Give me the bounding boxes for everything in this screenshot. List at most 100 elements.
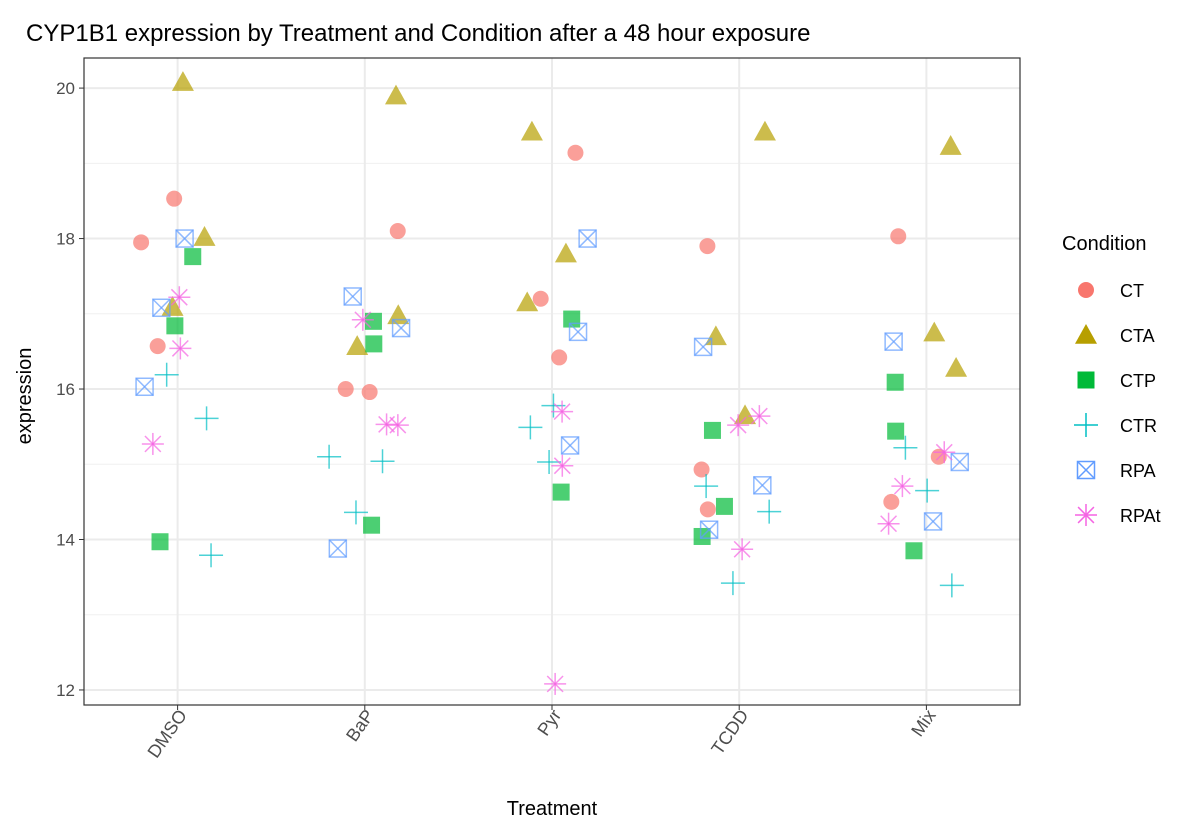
- data-point-cta: [193, 226, 216, 246]
- data-point-ctr: [317, 444, 342, 469]
- data-point-ctr: [893, 435, 918, 460]
- data-point-ctr: [370, 449, 395, 474]
- ast-d2: [729, 416, 747, 434]
- data-point-rpa: [950, 452, 970, 472]
- data-point-rpat: [169, 337, 192, 360]
- data-point-cta: [171, 71, 194, 91]
- data-point-ct: [149, 338, 166, 355]
- data-point-rpat: [891, 475, 914, 498]
- data-point-ctr: [199, 543, 224, 568]
- triangle-marker: [945, 356, 968, 377]
- data-point-rpa: [923, 512, 943, 531]
- data-point-ctr: [757, 499, 782, 524]
- x-axis-title: Treatment: [507, 798, 598, 820]
- circle-marker: [551, 349, 568, 366]
- data-point-ctp: [886, 373, 904, 391]
- panel-border: [83, 57, 1021, 706]
- data-point-ct: [693, 461, 710, 478]
- triangle-marker: [520, 120, 543, 141]
- data-point-rpat: [544, 672, 567, 695]
- square-marker: [151, 533, 169, 551]
- circle-marker: [133, 234, 150, 251]
- data-point-rpat: [386, 414, 409, 437]
- box-diag-2: [1076, 460, 1096, 480]
- y-axis-title: expression: [14, 348, 36, 445]
- x-tick-label: Pyr: [533, 706, 565, 740]
- circle-marker: [1078, 282, 1094, 298]
- data-point-rpa: [135, 377, 154, 397]
- box-outline: [1076, 460, 1096, 480]
- data-point-cta: [945, 356, 968, 377]
- data-point-ctp: [151, 533, 169, 551]
- ast-d2: [171, 339, 189, 357]
- data-point-ctr: [194, 406, 219, 431]
- ast-d2: [170, 288, 188, 306]
- y-tick-label: 14: [56, 530, 75, 549]
- data-point-ct: [699, 501, 716, 518]
- y-tick-label: 20: [56, 79, 75, 98]
- data-point-ctp: [715, 497, 733, 515]
- ast-d2: [935, 443, 953, 461]
- circle-marker: [149, 338, 166, 355]
- y-tick-label: 12: [56, 681, 75, 700]
- data-point-rpa: [343, 287, 362, 306]
- box-diag-2: [694, 337, 713, 356]
- data-point-rpat: [141, 432, 164, 455]
- data-point-rpat: [551, 400, 574, 423]
- data-point-cta: [520, 120, 543, 141]
- box-diag-2: [884, 332, 903, 351]
- circle-marker: [337, 381, 354, 398]
- box-diag-2: [392, 319, 411, 338]
- square-marker: [886, 373, 904, 391]
- plot-area: 12 14 16 18 20 DMSO BaP Pyr TCDD Mix: [56, 57, 1021, 762]
- data-point-ctp: [703, 421, 721, 439]
- y-tick-label: 16: [56, 380, 75, 399]
- box-diag-2: [753, 476, 772, 495]
- circle-marker: [166, 190, 183, 207]
- triangle-marker: [384, 84, 407, 105]
- circle-marker: [883, 493, 900, 510]
- x-tick-label: DMSO: [144, 706, 191, 762]
- data-point-ctp: [365, 335, 383, 353]
- data-point-rpa: [693, 337, 713, 357]
- data-point-rpat: [375, 413, 398, 436]
- data-point-ct: [337, 381, 354, 398]
- data-point-ct: [166, 190, 183, 207]
- square-marker: [184, 248, 202, 266]
- data-point-ct: [532, 290, 549, 307]
- data-point-cta: [384, 84, 407, 105]
- data-point-ctp: [184, 248, 202, 266]
- data-point-ct: [389, 223, 406, 240]
- data-point-rpa: [328, 539, 348, 558]
- data-point-rpat: [168, 286, 191, 309]
- circle-marker: [699, 238, 716, 255]
- data-point-ctp: [363, 516, 381, 534]
- chart-title: CYP1B1 expression by Treatment and Condi…: [26, 20, 810, 47]
- triangle-marker: [554, 242, 577, 263]
- square-marker: [887, 422, 905, 440]
- circle-marker: [699, 501, 716, 518]
- square-marker: [905, 542, 923, 560]
- data-point-ctr: [343, 500, 368, 525]
- ast-d2: [546, 675, 564, 693]
- box-outline: [693, 337, 713, 357]
- ast-d2: [880, 515, 898, 533]
- data-point-rpat: [748, 405, 771, 428]
- data-point-cta: [516, 291, 539, 312]
- data-point-rpat: [351, 308, 374, 331]
- data-point-rpa: [578, 229, 597, 248]
- triangle-marker: [161, 296, 184, 316]
- data-point-rpa: [699, 520, 719, 539]
- box-diag-2: [561, 436, 580, 455]
- square-marker: [715, 497, 733, 515]
- data-point-cta: [734, 404, 757, 425]
- data-point-ctr: [518, 415, 543, 440]
- triangle-marker: [516, 291, 539, 312]
- legend-key-ctp: [1077, 371, 1095, 389]
- box-outline: [152, 298, 171, 318]
- data-point-ctr: [154, 362, 179, 387]
- circle-marker: [890, 228, 907, 245]
- triangle-marker: [753, 120, 776, 141]
- data-point-ct: [890, 228, 907, 245]
- data-point-rpa: [560, 436, 580, 455]
